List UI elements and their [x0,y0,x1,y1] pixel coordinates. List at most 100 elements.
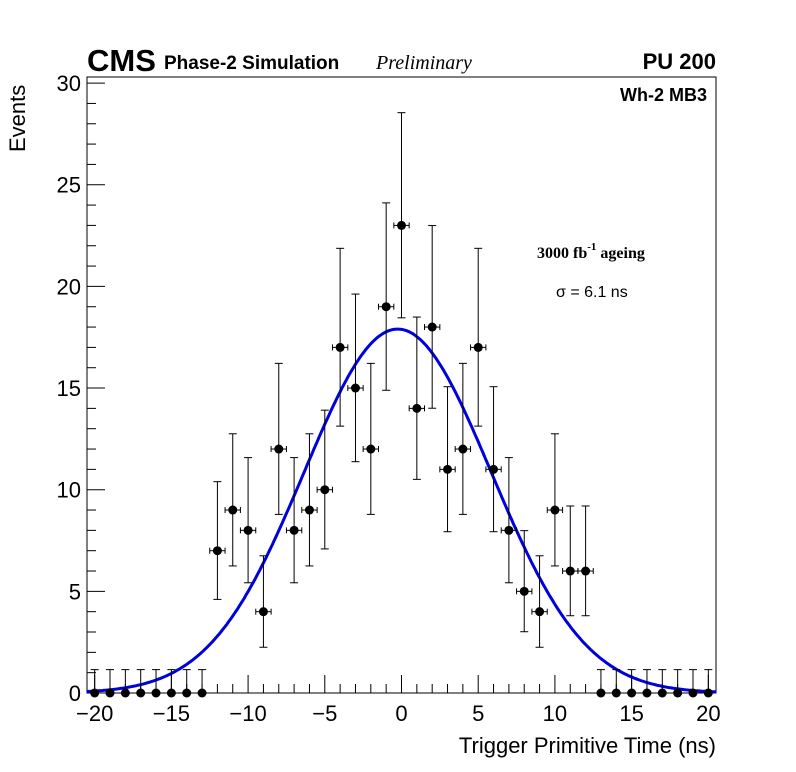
x-axis: −20 −15 −10 −5 0 5 10 15 20 [76,675,721,726]
data-marker [304,505,314,515]
data-marker [228,505,238,515]
data-point [642,669,652,698]
x-tick-label: −5 [312,701,337,726]
x-tick-label: −10 [229,701,266,726]
y-tick-label: 15 [57,376,81,401]
data-marker [688,688,698,698]
data-marker [473,342,483,352]
data-point [285,457,303,584]
data-marker [151,688,161,698]
data-point [546,433,564,567]
data-marker [565,566,575,576]
data-point [703,669,713,698]
data-point [673,669,683,698]
data-point [316,409,333,550]
data-marker [443,464,453,474]
data-marker [397,220,406,230]
data-marker [627,688,637,698]
data-point [362,362,379,515]
y-tick-label: 0 [69,681,81,706]
data-point [657,669,667,698]
data-marker [105,688,115,698]
data-point [301,433,318,567]
y-tick-label: 30 [57,71,81,96]
preliminary-label: Preliminary [375,52,472,74]
data-marker [535,607,545,617]
data-point [151,669,161,698]
data-point [239,457,257,584]
ageing-luminosity: 3000 fb [537,245,587,262]
data-marker [427,322,437,332]
data-marker [289,525,299,535]
data-marker [703,688,713,698]
data-marker [673,688,683,698]
data-point [255,555,272,648]
data-marker [366,444,376,454]
data-point [485,386,502,533]
data-marker [412,403,422,413]
data-point [270,362,287,515]
data-point [439,386,456,533]
data-point [331,247,349,427]
y-tick-label: 10 [57,478,81,503]
x-tick-label: 15 [619,701,643,726]
x-axis-title: Trigger Primitive Time (ns) [459,733,716,758]
data-marker [182,688,192,698]
data-marker [657,688,667,698]
data-point [516,530,533,633]
data-marker [642,688,652,698]
x-tick-label: 10 [543,701,567,726]
y-tick-label: 20 [57,274,81,299]
data-point [136,669,146,698]
y-axis-title: Events [5,85,30,152]
data-point [209,481,226,600]
data-marker [243,525,253,535]
data-marker [489,464,499,474]
ageing-annotation: 3000 fb-1 ageing [537,241,645,262]
data-point [347,293,364,463]
data-point [393,112,410,319]
data-point [611,669,621,698]
data-point [377,202,395,391]
x-tick-label: 5 [472,701,484,726]
pileup-label: PU 200 [643,49,716,74]
phase-2-simulation-label: Phase-2 Simulation [164,53,339,74]
y-tick-label: 25 [57,173,81,198]
data-marker [519,586,529,596]
x-tick-label: 0 [395,701,407,726]
data-marker [120,688,130,698]
data-marker [90,688,100,698]
data-point [577,505,594,617]
data-point [120,669,130,698]
x-tick-label: −20 [76,701,113,726]
fit-curve-layer [86,327,717,694]
x-tick-label: −15 [153,701,190,726]
ageing-exponent: -1 [587,241,596,253]
data-marker [166,688,176,698]
data-point [627,669,637,698]
cms-label: CMS [87,43,156,78]
data-point [470,247,487,427]
sigma-annotation: σ = 6.1 ns [556,284,628,301]
data-point [105,669,115,698]
data-marker [458,444,468,454]
data-marker [504,525,514,535]
data-point [500,457,518,584]
data-marker [596,688,606,698]
data-marker [274,444,284,454]
data-point [197,669,207,698]
data-marker [611,688,621,698]
data-point [166,669,176,698]
data-point [562,505,579,617]
data-marker [581,566,591,576]
data-marker [550,505,560,515]
data-marker [335,342,345,352]
data-point [454,362,472,515]
data-point [182,669,192,698]
y-tick-label: 5 [69,579,81,604]
gaussian-fit-curve [86,327,717,694]
data-marker [381,302,391,312]
x-tick-label: 20 [696,701,720,726]
data-point [596,669,606,698]
